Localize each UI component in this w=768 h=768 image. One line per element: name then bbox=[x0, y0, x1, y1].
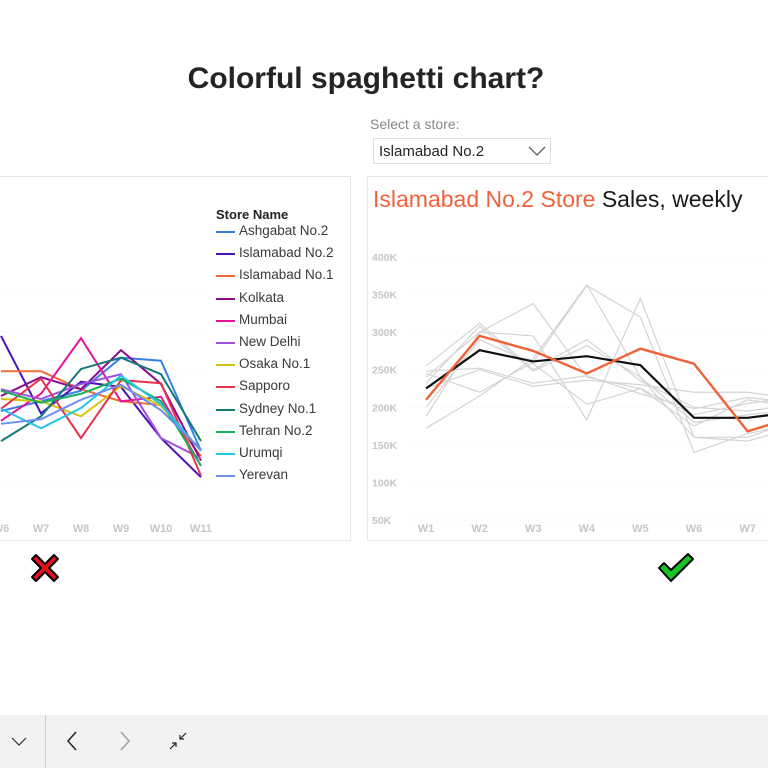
x-tick-label: W8 bbox=[73, 523, 90, 535]
x-tick-label: W5 bbox=[632, 523, 649, 535]
background-series-line bbox=[425, 369, 768, 396]
legend-label: New Delhi bbox=[239, 334, 301, 349]
collapse-icon[interactable] bbox=[168, 731, 188, 751]
y-tick-label: 250K bbox=[372, 365, 398, 377]
chart-title-rest: Sales, weekly bbox=[601, 186, 743, 212]
highlight-series-line bbox=[425, 334, 768, 433]
legend-swatch bbox=[216, 475, 235, 478]
highlight-chart: 400K 350K 300K 250K 200K 150K 100K 50K W1 W2 W3 W4 W… bbox=[372, 252, 768, 535]
legend-title: Store Name bbox=[216, 207, 289, 222]
x-tick-label: W4 bbox=[579, 523, 596, 535]
legend-label: Osaka No.1 bbox=[239, 356, 311, 372]
chevron-down-icon bbox=[528, 146, 546, 156]
series-line bbox=[0, 377, 202, 477]
legend-label: Kolkata bbox=[239, 289, 285, 305]
x-tick-label: W3 bbox=[525, 523, 542, 535]
spaghetti-chart: W6 W7 W8 W9 W10 W11 bbox=[0, 294, 212, 535]
legend-swatch bbox=[216, 430, 235, 433]
legend-swatch bbox=[216, 297, 235, 300]
y-tick-label: 100K bbox=[372, 477, 398, 489]
y-tick-label: 150K bbox=[372, 440, 398, 452]
legend-swatch bbox=[216, 453, 235, 455]
background-series-line bbox=[425, 367, 768, 410]
chevron-right-icon[interactable] bbox=[118, 731, 132, 751]
chevron-down-icon[interactable] bbox=[11, 735, 27, 747]
legend-label: Yerevan bbox=[239, 467, 289, 483]
toolbar-divider bbox=[45, 715, 46, 768]
legend-swatch bbox=[216, 386, 235, 389]
check-mark-icon bbox=[658, 553, 694, 582]
store-selector-label: Select a store: bbox=[370, 116, 460, 132]
y-tick-label: 50K bbox=[372, 515, 392, 527]
legend-label: Islamabad No.1 bbox=[239, 267, 334, 283]
chevron-left-icon[interactable] bbox=[65, 731, 79, 751]
series-line bbox=[0, 383, 202, 451]
x-tick-label: W11 bbox=[190, 523, 212, 535]
background-series-line bbox=[425, 284, 768, 454]
x-tick-label: W6 bbox=[0, 523, 9, 535]
legend-swatch bbox=[216, 364, 235, 367]
series-line bbox=[0, 356, 202, 452]
x-tick-label: W2 bbox=[471, 523, 488, 535]
x-tick-label: W1 bbox=[418, 523, 435, 535]
bottom-toolbar bbox=[0, 715, 768, 768]
store-dropdown-value: Islamabad No.2 bbox=[379, 143, 485, 160]
chart-title: Islamabad No.2 Store Sales, weekly bbox=[373, 186, 742, 213]
background-series-line bbox=[425, 325, 768, 423]
y-tick-label: 200K bbox=[372, 402, 398, 414]
legend-label: Ashgabat No.2 bbox=[239, 223, 329, 238]
legend-label: Tehran No.2 bbox=[239, 422, 313, 438]
store-dropdown[interactable]: Islamabad No.2 bbox=[373, 138, 551, 164]
x-tick-label: W7 bbox=[33, 523, 50, 535]
x-tick-label: W7 bbox=[739, 523, 756, 535]
legend-swatch bbox=[216, 275, 235, 278]
background-series-line bbox=[425, 296, 768, 442]
page-title: Colorful spaghetti chart? bbox=[187, 62, 545, 95]
series-line bbox=[0, 373, 202, 460]
legend-label: Sapporo bbox=[239, 378, 291, 394]
legend-label: Sydney No.1 bbox=[239, 400, 317, 416]
legend-swatch bbox=[216, 408, 235, 411]
background-series-line bbox=[425, 338, 768, 416]
legend-swatch bbox=[216, 231, 235, 233]
legend-label: Urumqi bbox=[239, 445, 283, 460]
y-tick-label: 350K bbox=[372, 290, 398, 302]
highlight-chart-panel: Islamabad No.2 Store Sales, weekly 400K 3… bbox=[367, 176, 768, 541]
y-tick-label: 300K bbox=[372, 327, 398, 339]
legend-label: Islamabad No.2 bbox=[239, 245, 334, 261]
legend-swatch bbox=[216, 253, 235, 256]
chart-title-highlight: Islamabad No.2 Store bbox=[373, 186, 596, 212]
legend-swatch bbox=[216, 342, 235, 344]
spaghetti-chart-panel: W6 W7 W8 W9 W10 W11 Store Name Ashgabat No.2 I… bbox=[0, 176, 351, 541]
legend-swatch bbox=[216, 319, 235, 322]
legend-label: Mumbai bbox=[239, 311, 288, 327]
x-tick-label: W6 bbox=[686, 523, 703, 535]
y-tick-label: 400K bbox=[372, 252, 398, 264]
x-tick-label: W10 bbox=[150, 523, 173, 535]
x-mark-icon bbox=[31, 554, 59, 582]
x-tick-label: W9 bbox=[113, 523, 130, 535]
